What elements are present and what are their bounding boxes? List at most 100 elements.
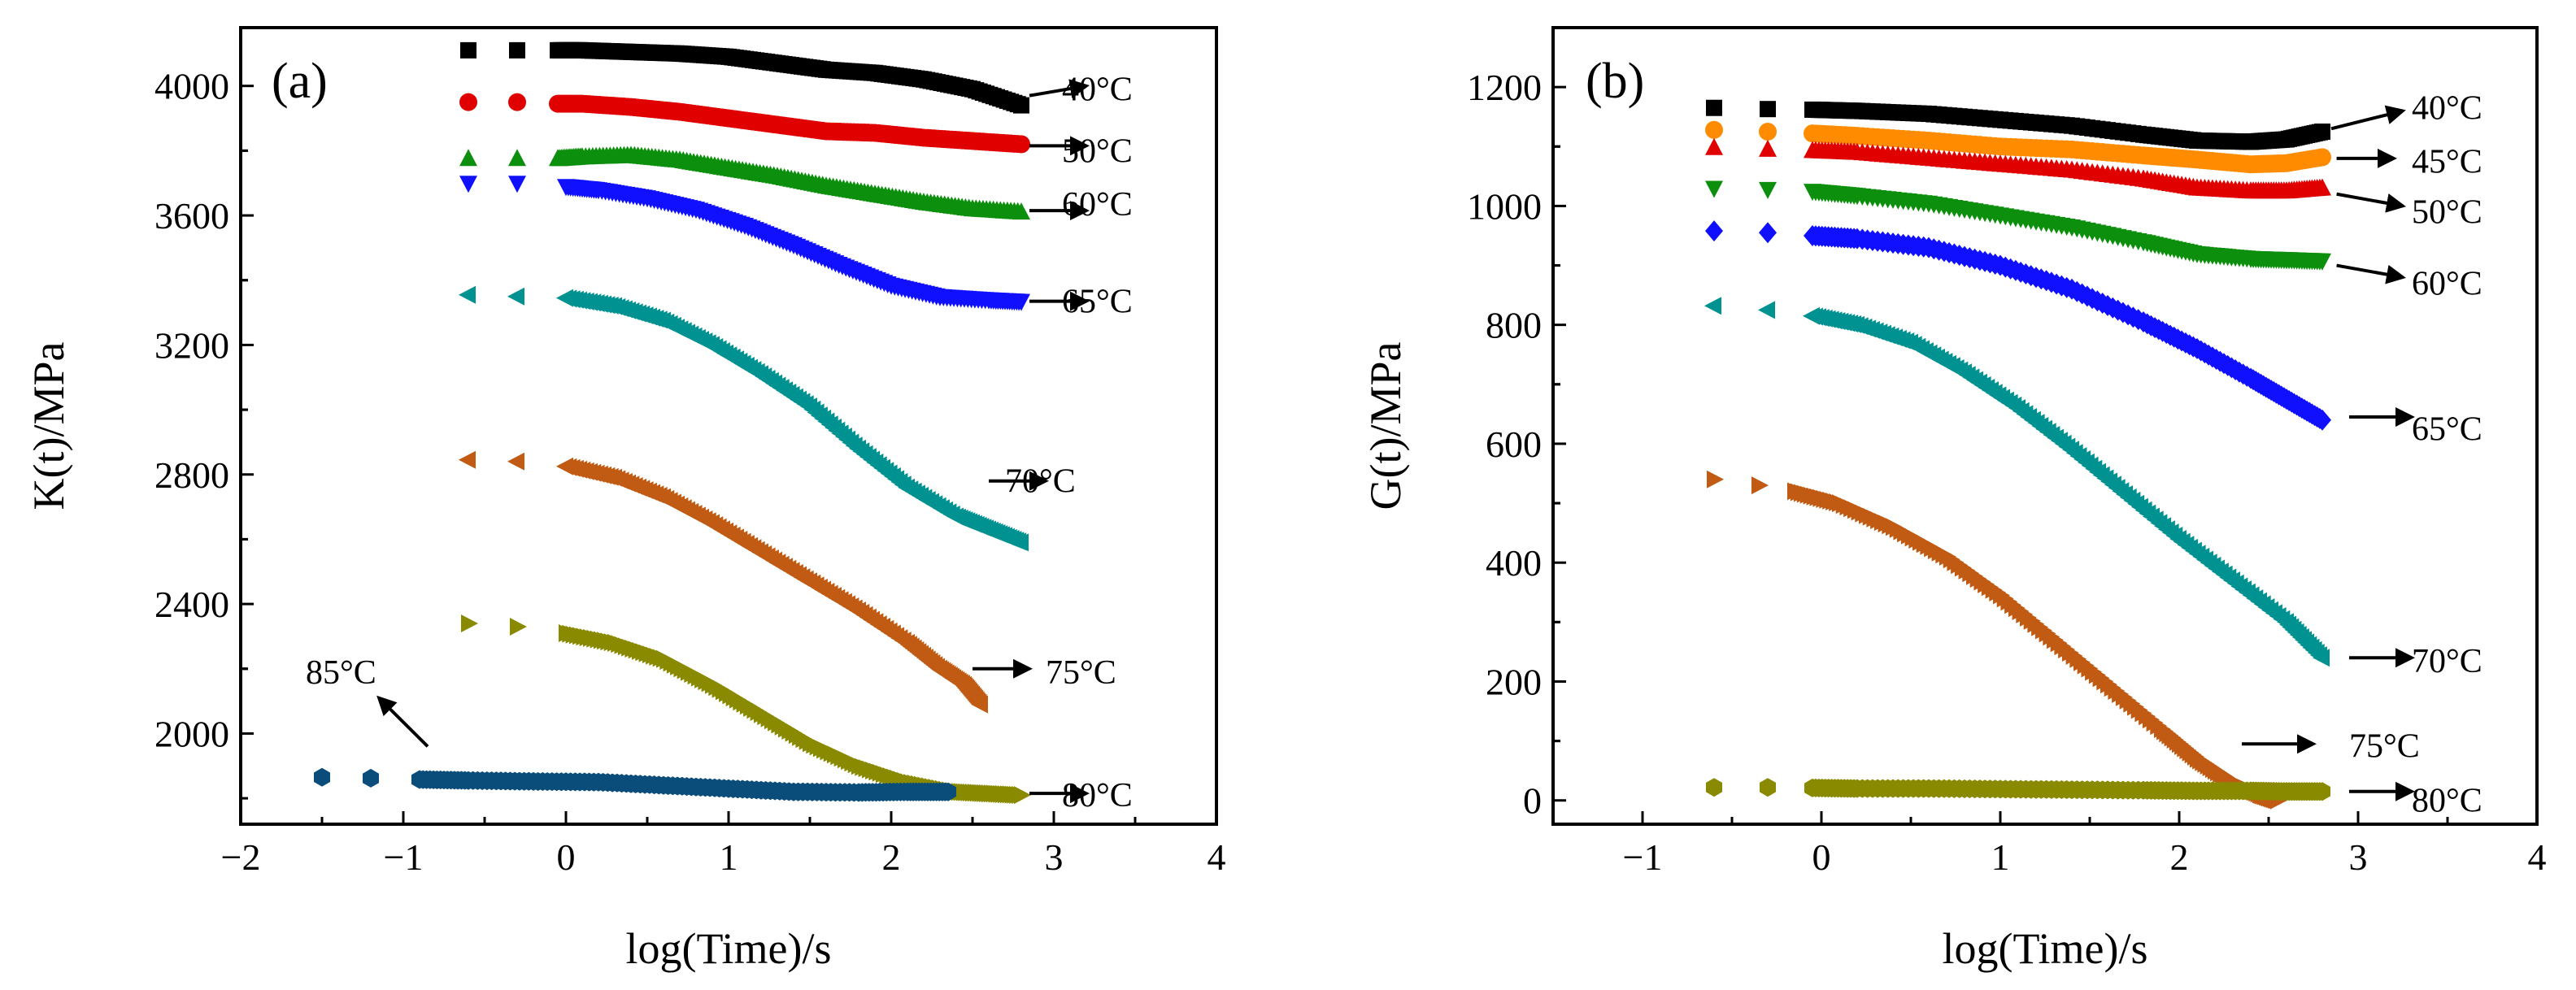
series-0 — [1706, 99, 2330, 150]
temperature-arrow — [2336, 263, 2406, 284]
temperature-label: 65°C — [2412, 411, 2482, 449]
data-point — [461, 614, 478, 632]
data-point — [459, 149, 477, 167]
panel-a-chart: −2 −1 0 1 2 3 4 2000 2400 2800 3200 3600 4000 40°C 50… — [24, 26, 1226, 973]
data-point-interp — [2311, 782, 2328, 801]
x-tick-label: 2 — [2170, 836, 2189, 878]
data-point-interp — [1012, 786, 1029, 804]
x-tick-label: 4 — [1208, 836, 1226, 878]
y-tick-label: 2400 — [154, 584, 229, 625]
temperature-label: 80°C — [1062, 777, 1133, 814]
data-point — [507, 287, 524, 306]
x-tick-label: 1 — [1991, 836, 2010, 878]
panel-b-y-axis-title: G(t)/MPa — [1361, 341, 1410, 510]
data-point-interp — [2310, 178, 2329, 196]
data-point-interp — [1009, 96, 1026, 113]
x-tick-label: 3 — [2349, 836, 2368, 878]
data-point — [507, 452, 524, 471]
data-point — [1751, 476, 1769, 495]
panel-a-label: (a) — [272, 54, 328, 109]
data-point — [508, 176, 526, 193]
y-tick-label: 800 — [1486, 305, 1542, 346]
data-point — [314, 767, 330, 787]
panel-a-series-group — [314, 41, 1031, 805]
series-3 — [459, 176, 1030, 311]
temperature-label: 65°C — [1062, 284, 1133, 321]
y-tick-label: 4000 — [154, 66, 229, 107]
data-point-interp — [969, 693, 987, 712]
temperature-label: 75°C — [2349, 727, 2420, 765]
x-tick-label: 0 — [1812, 836, 1831, 878]
temperature-arrow — [2330, 105, 2406, 131]
temperature-label: 60°C — [1062, 186, 1133, 224]
series-5 — [1704, 297, 2330, 667]
panel-a-temperature-annotations: 40°C 50°C 60°C 65°C 70°C 75°C 80°C 85°C — [306, 72, 1133, 814]
panel-b-label: (b) — [1586, 54, 1644, 109]
y-tick-label: 2800 — [154, 454, 229, 496]
data-point-interp — [2311, 124, 2328, 141]
y-tick-label: 2000 — [154, 713, 229, 754]
x-tick-label: 0 — [557, 836, 576, 878]
panel-b-axis-ticks: −1 0 1 2 3 4 0 200 400 600 800 1000 1200 — [1467, 67, 2547, 878]
data-point — [459, 93, 477, 111]
y-tick-label: 0 — [1523, 780, 1542, 822]
series-3 — [1705, 180, 2331, 271]
data-point — [1759, 139, 1777, 157]
data-point — [460, 41, 476, 59]
data-point — [1705, 220, 1723, 242]
y-tick-label: 600 — [1486, 423, 1542, 465]
y-tick-label: 200 — [1486, 661, 1542, 702]
panel-b-x-axis-title: log(Time)/s — [1942, 924, 2147, 973]
data-point — [1704, 297, 1721, 315]
temperature-arrow — [1029, 79, 1090, 98]
data-point-interp — [1008, 202, 1027, 219]
panel-b-chart: −1 0 1 2 3 4 0 200 400 600 800 1000 1200 40°C 45°C 50°… — [1361, 26, 2547, 973]
data-point — [1760, 101, 1776, 118]
data-point — [1760, 778, 1776, 797]
series-7 — [314, 767, 956, 802]
data-point-interp — [1009, 532, 1027, 551]
data-point — [1759, 181, 1777, 199]
panel-b-series-group — [1704, 99, 2331, 810]
data-point — [459, 450, 476, 469]
data-point — [508, 149, 526, 167]
temperature-label: 50°C — [2412, 194, 2482, 232]
temperature-label: 45°C — [2412, 144, 2482, 181]
data-point-interp — [1010, 293, 1029, 311]
x-tick-label: −1 — [1623, 836, 1663, 878]
series-4 — [1705, 220, 2331, 431]
x-tick-label: 3 — [1045, 836, 1064, 878]
data-point — [459, 285, 476, 304]
temperature-label: 70°C — [1005, 463, 1076, 501]
series-1 — [1705, 120, 2331, 174]
data-point-interp — [2310, 148, 2329, 167]
data-point — [459, 176, 477, 193]
data-point-interp — [2309, 646, 2327, 665]
x-tick-label: −1 — [384, 836, 424, 878]
data-point — [363, 768, 379, 788]
temperature-label: 85°C — [306, 654, 376, 692]
y-tick-label: 1000 — [1467, 185, 1542, 227]
temperature-label: 80°C — [2412, 783, 2482, 820]
y-tick-label: 3200 — [154, 324, 229, 366]
data-point — [508, 93, 526, 111]
series-5 — [459, 450, 988, 714]
data-point — [1758, 301, 1775, 319]
series-0 — [460, 41, 1029, 114]
temperature-label: 60°C — [2412, 265, 2482, 302]
panel-b-plot-frame — [1551, 26, 2539, 826]
data-point — [1706, 99, 1722, 116]
temperature-label: 75°C — [1046, 654, 1116, 692]
temperature-arrow — [2336, 192, 2406, 213]
series-1 — [459, 93, 1030, 154]
data-point — [1707, 470, 1724, 488]
series-2 — [459, 145, 1030, 220]
temperature-label: 40°C — [2412, 90, 2482, 128]
panel-b-temperature-annotations: 40°C 45°C 50°C 60°C 65°C 70°C 75°C 80°C — [2242, 90, 2482, 820]
panel-a-axis-ticks: −2 −1 0 1 2 3 4 2000 2400 2800 3200 3600 4000 — [154, 66, 1226, 878]
data-point-interp — [937, 782, 954, 801]
series-6 — [1707, 470, 2287, 810]
data-point — [1706, 778, 1722, 797]
series-4 — [459, 285, 1029, 552]
